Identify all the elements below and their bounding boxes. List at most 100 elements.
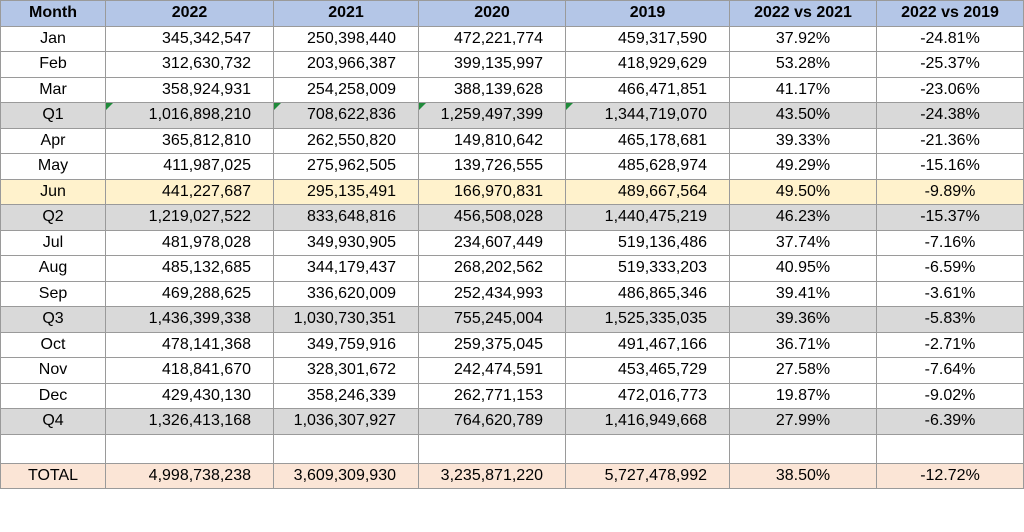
cell-2022[interactable]: 481,978,028	[105, 229, 274, 256]
cell-2022-vs-2021[interactable]: 19.87%	[729, 382, 877, 409]
cell-2022-vs-2021[interactable]: 53.28%	[729, 51, 877, 78]
cell-2022[interactable]: 1,219,027,522	[105, 204, 274, 231]
cell-2022-vs-2021[interactable]: 46.23%	[729, 204, 877, 231]
cell-2019[interactable]: 491,467,166	[565, 331, 730, 358]
cell-2020[interactable]: 472,221,774	[418, 25, 566, 52]
cell-month[interactable]: Q3	[0, 306, 106, 333]
cell-2022[interactable]: 1,016,898,210	[105, 102, 274, 129]
empty-cell[interactable]	[876, 433, 1024, 464]
cell-2022-vs-2019[interactable]: -7.64%	[876, 357, 1024, 384]
cell-2020[interactable]: 764,620,789	[418, 408, 566, 435]
formula-warning-icon[interactable]	[419, 103, 426, 110]
cell-2019[interactable]: 1,525,335,035	[565, 306, 730, 333]
cell-2022[interactable]: 312,630,732	[105, 51, 274, 78]
cell-2022-vs-2019[interactable]: -5.83%	[876, 306, 1024, 333]
cell-2020[interactable]: 234,607,449	[418, 229, 566, 256]
cell-2022-vs-2019[interactable]: -3.61%	[876, 280, 1024, 307]
cell-2020[interactable]: 399,135,997	[418, 51, 566, 78]
cell-2020[interactable]: 1,259,497,399	[418, 102, 566, 129]
cell-2019[interactable]: 1,416,949,668	[565, 408, 730, 435]
cell-2019[interactable]: 465,178,681	[565, 127, 730, 154]
cell-2022-vs-2021[interactable]: 49.50%	[729, 178, 877, 205]
cell-2021[interactable]: 328,301,672	[273, 357, 419, 384]
cell-2022-vs-2019[interactable]: -6.39%	[876, 408, 1024, 435]
cell-2022[interactable]: 1,436,399,338	[105, 306, 274, 333]
cell-2021[interactable]: 336,620,009	[273, 280, 419, 307]
cell-2022-vs-2019[interactable]: -9.89%	[876, 178, 1024, 205]
column-header-2022[interactable]: 2022	[105, 0, 274, 27]
cell-2019[interactable]: 466,471,851	[565, 76, 730, 103]
column-header-2021[interactable]: 2021	[273, 0, 419, 27]
empty-cell[interactable]	[729, 433, 877, 464]
cell-2022-vs-2019[interactable]: -24.38%	[876, 102, 1024, 129]
formula-warning-icon[interactable]	[274, 103, 281, 110]
cell-2022-vs-2019-total[interactable]: -12.72%	[876, 462, 1024, 489]
cell-2022-vs-2019[interactable]: -23.06%	[876, 76, 1024, 103]
cell-month[interactable]: Q4	[0, 408, 106, 435]
cell-month[interactable]: Jul	[0, 229, 106, 256]
column-header-2022-vs-2019[interactable]: 2022 vs 2019	[876, 0, 1024, 27]
cell-2020[interactable]: 262,771,153	[418, 382, 566, 409]
cell-2022-vs-2019[interactable]: -21.36%	[876, 127, 1024, 154]
cell-2021[interactable]: 1,036,307,927	[273, 408, 419, 435]
column-header-month[interactable]: Month	[0, 0, 106, 27]
cell-month[interactable]: Nov	[0, 357, 106, 384]
cell-2022-vs-2021[interactable]: 36.71%	[729, 331, 877, 358]
cell-2020[interactable]: 252,434,993	[418, 280, 566, 307]
cell-2022[interactable]: 441,227,687	[105, 178, 274, 205]
cell-2022-vs-2021[interactable]: 39.33%	[729, 127, 877, 154]
cell-2019[interactable]: 1,440,475,219	[565, 204, 730, 231]
cell-month[interactable]: Aug	[0, 255, 106, 282]
cell-2022-vs-2021[interactable]: 27.58%	[729, 357, 877, 384]
cell-2019[interactable]: 489,667,564	[565, 178, 730, 205]
cell-2020[interactable]: 456,508,028	[418, 204, 566, 231]
cell-2019[interactable]: 472,016,773	[565, 382, 730, 409]
column-header-2022-vs-2021[interactable]: 2022 vs 2021	[729, 0, 877, 27]
cell-2019[interactable]: 418,929,629	[565, 51, 730, 78]
cell-month[interactable]: Apr	[0, 127, 106, 154]
cell-2021[interactable]: 349,759,916	[273, 331, 419, 358]
cell-month[interactable]: Jan	[0, 25, 106, 52]
cell-2020[interactable]: 149,810,642	[418, 127, 566, 154]
empty-cell[interactable]	[565, 433, 730, 464]
cell-month[interactable]: May	[0, 153, 106, 180]
cell-2021[interactable]: 358,246,339	[273, 382, 419, 409]
cell-2022-vs-2021[interactable]: 40.95%	[729, 255, 877, 282]
cell-2019[interactable]: 1,344,719,070	[565, 102, 730, 129]
cell-2022[interactable]: 1,326,413,168	[105, 408, 274, 435]
cell-2022[interactable]: 478,141,368	[105, 331, 274, 358]
cell-2021[interactable]: 250,398,440	[273, 25, 419, 52]
cell-month[interactable]: Oct	[0, 331, 106, 358]
cell-2019[interactable]: 519,136,486	[565, 229, 730, 256]
cell-2021[interactable]: 254,258,009	[273, 76, 419, 103]
cell-2022-vs-2019[interactable]: -9.02%	[876, 382, 1024, 409]
cell-2022-total[interactable]: 4,998,738,238	[105, 462, 274, 489]
cell-month[interactable]: Dec	[0, 382, 106, 409]
cell-2021[interactable]: 344,179,437	[273, 255, 419, 282]
cell-2022-vs-2021[interactable]: 41.17%	[729, 76, 877, 103]
empty-cell[interactable]	[273, 433, 419, 464]
cell-2019[interactable]: 485,628,974	[565, 153, 730, 180]
cell-2019[interactable]: 453,465,729	[565, 357, 730, 384]
cell-2020[interactable]: 268,202,562	[418, 255, 566, 282]
cell-2020[interactable]: 139,726,555	[418, 153, 566, 180]
column-header-2019[interactable]: 2019	[565, 0, 730, 27]
empty-cell[interactable]	[105, 433, 274, 464]
cell-2019-total[interactable]: 5,727,478,992	[565, 462, 730, 489]
cell-2019[interactable]: 459,317,590	[565, 25, 730, 52]
cell-2022[interactable]: 418,841,670	[105, 357, 274, 384]
cell-2021[interactable]: 349,930,905	[273, 229, 419, 256]
cell-month[interactable]: Q1	[0, 102, 106, 129]
column-header-2020[interactable]: 2020	[418, 0, 566, 27]
cell-month-total[interactable]: TOTAL	[0, 462, 106, 489]
cell-2021-total[interactable]: 3,609,309,930	[273, 462, 419, 489]
cell-2022-vs-2019[interactable]: -25.37%	[876, 51, 1024, 78]
cell-2022[interactable]: 429,430,130	[105, 382, 274, 409]
cell-2020[interactable]: 755,245,004	[418, 306, 566, 333]
cell-2022-vs-2019[interactable]: -24.81%	[876, 25, 1024, 52]
cell-2020[interactable]: 166,970,831	[418, 178, 566, 205]
cell-2022-vs-2021[interactable]: 43.50%	[729, 102, 877, 129]
cell-2022-vs-2021[interactable]: 39.36%	[729, 306, 877, 333]
cell-month[interactable]: Feb	[0, 51, 106, 78]
cell-2022-vs-2019[interactable]: -2.71%	[876, 331, 1024, 358]
